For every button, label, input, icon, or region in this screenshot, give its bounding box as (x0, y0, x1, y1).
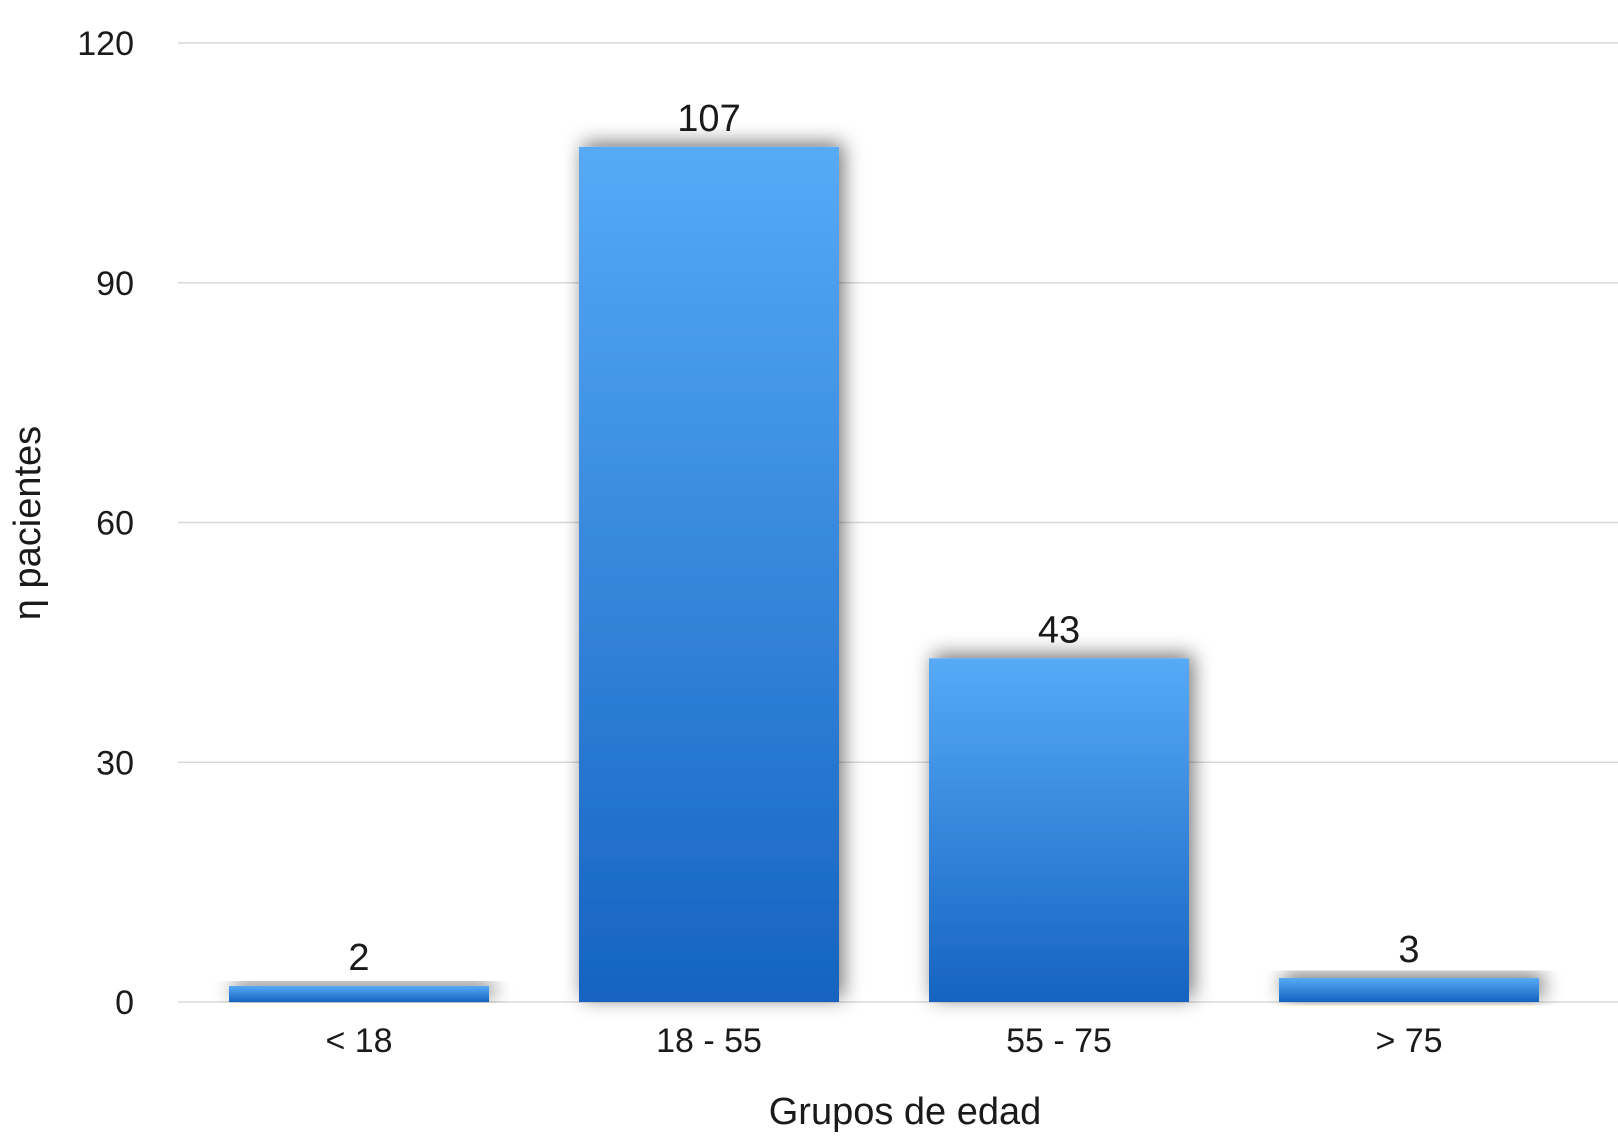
bar (579, 146, 839, 1002)
y-tick-label: 0 (115, 984, 134, 1022)
data-label: 2 (348, 937, 369, 979)
x-axis-title: Grupos de edad (769, 1091, 1042, 1133)
y-tick-label: 30 (96, 744, 134, 782)
bar (229, 986, 489, 1002)
x-tick-label: < 18 (325, 1022, 392, 1060)
data-label: 3 (1398, 929, 1419, 971)
gridlines (178, 42, 1618, 1003)
y-tick-label: 60 (96, 505, 134, 543)
x-axis-ticks: < 18 18 - 55 55 - 75 > 75 (325, 1022, 1442, 1060)
y-axis-ticks: 0 30 60 90 120 (77, 25, 134, 1022)
x-tick-label: 18 - 55 (656, 1022, 762, 1060)
bar (929, 658, 1189, 1002)
y-tick-label: 90 (96, 265, 134, 303)
x-tick-label: > 75 (1375, 1022, 1442, 1060)
y-tick-label: 120 (77, 25, 134, 63)
bars (229, 146, 1539, 1002)
x-tick-label: 55 - 75 (1006, 1022, 1112, 1060)
y-axis-title: η pacientes (7, 426, 49, 620)
data-labels: 2 107 43 3 (348, 98, 1419, 979)
data-label: 107 (677, 98, 740, 140)
data-label: 43 (1038, 609, 1080, 651)
bar (1279, 978, 1539, 1002)
